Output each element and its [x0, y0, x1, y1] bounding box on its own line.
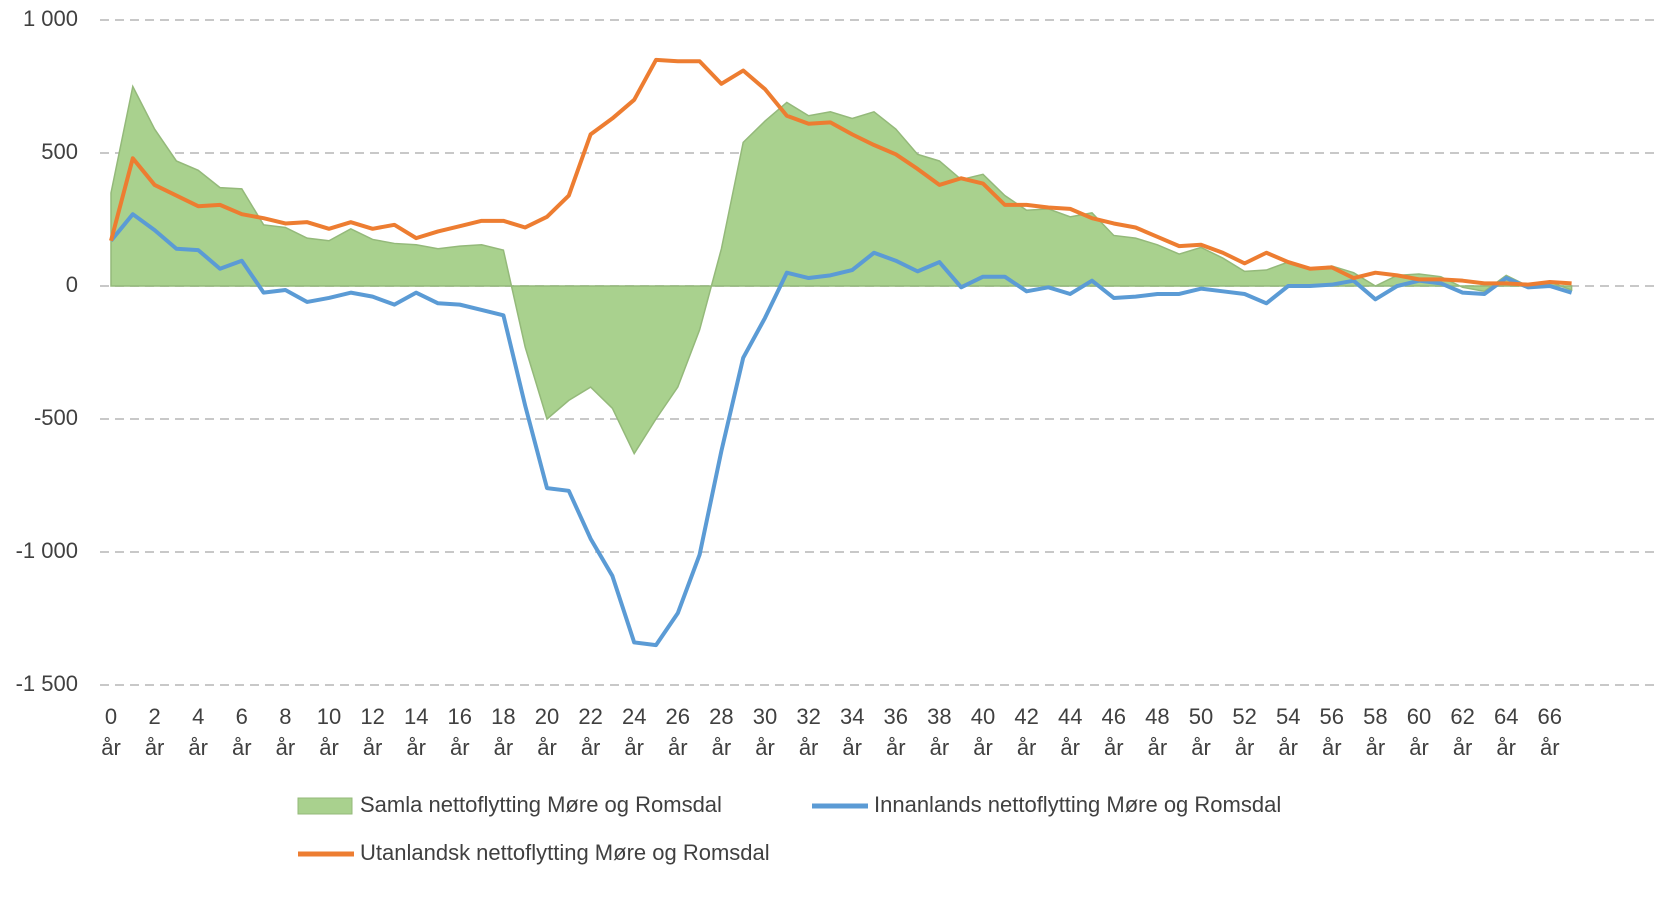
- x-tick-label: 48 år: [1145, 704, 1169, 760]
- x-tick-label: 52 år: [1232, 704, 1256, 760]
- x-tick-label: 26 år: [666, 704, 690, 760]
- x-tick-label: 46 år: [1102, 704, 1126, 760]
- legend-label: Innanlands nettoflytting Møre og Romsdal: [874, 792, 1281, 817]
- x-tick-label: 22 år: [578, 704, 602, 760]
- x-tick-label: 28 år: [709, 704, 733, 760]
- x-tick-label: 62 år: [1450, 704, 1474, 760]
- x-tick-label: 6 år: [232, 704, 252, 760]
- x-tick-label: 2 år: [145, 704, 165, 760]
- y-tick-label: -500: [34, 405, 78, 430]
- x-tick-label: 60 år: [1407, 704, 1431, 760]
- x-tick-label: 40 år: [971, 704, 995, 760]
- x-tick-label: 16 år: [448, 704, 472, 760]
- x-tick-label: 56 år: [1320, 704, 1344, 760]
- x-tick-label: 36 år: [884, 704, 908, 760]
- x-tick-label: 24 år: [622, 704, 646, 760]
- area: [110, 84, 1573, 456]
- x-tick-label: 44 år: [1058, 704, 1082, 760]
- y-tick-label: 1 000: [23, 6, 78, 31]
- legend-label: Samla nettoflytting Møre og Romsdal: [360, 792, 722, 817]
- y-tick-label: -1 500: [16, 671, 78, 696]
- legend-label: Utanlandsk nettoflytting Møre og Romsdal: [360, 840, 770, 865]
- y-tick-label: 0: [66, 272, 78, 297]
- x-tick-label: 14 år: [404, 704, 428, 760]
- y-tick-label: 500: [41, 139, 78, 164]
- x-tick-label: 0 år: [101, 704, 121, 760]
- line: [109, 212, 1573, 648]
- x-tick-label: 30 år: [753, 704, 777, 760]
- x-tick-label: 8 år: [276, 704, 296, 760]
- x-tick-label: 4 år: [188, 704, 208, 760]
- x-tick-label: 34 år: [840, 704, 864, 760]
- line: [109, 57, 1572, 287]
- x-tick-label: 66 år: [1538, 704, 1562, 760]
- x-tick-label: 54 år: [1276, 704, 1300, 760]
- x-tick-label: 32 år: [796, 704, 820, 760]
- x-tick-label: 50 år: [1189, 704, 1213, 760]
- x-tick-label: 38 år: [927, 704, 951, 760]
- x-tick-label: 58 år: [1363, 704, 1387, 760]
- legend-swatch: [297, 797, 353, 815]
- x-tick-label: 10 år: [317, 704, 341, 760]
- x-tick-label: 12 år: [360, 704, 384, 760]
- y-tick-label: -1 000: [16, 538, 78, 563]
- x-tick-label: 42 år: [1014, 704, 1038, 760]
- x-tick-label: 64 år: [1494, 704, 1518, 760]
- x-tick-label: 20 år: [535, 704, 559, 760]
- x-tick-label: 18 år: [491, 704, 515, 760]
